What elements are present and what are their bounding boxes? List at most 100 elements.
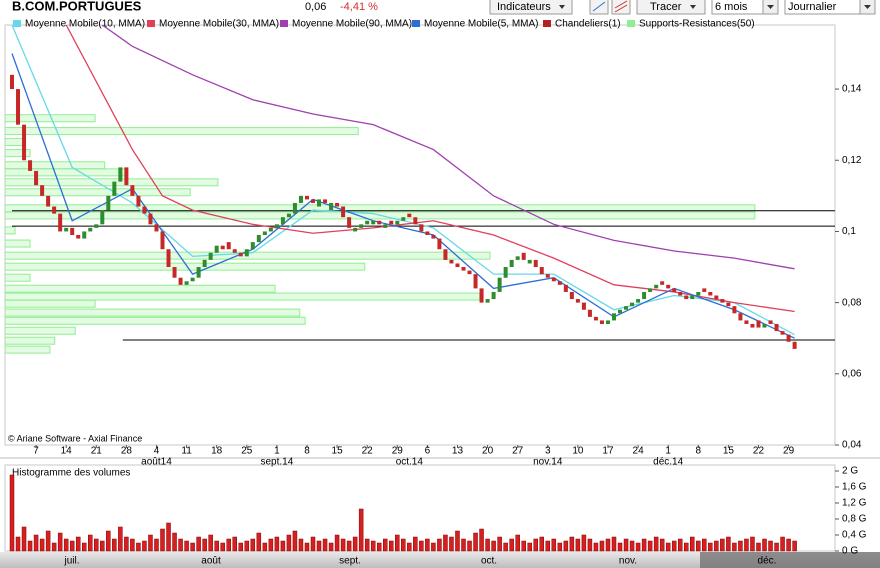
candle <box>666 284 671 289</box>
candle <box>461 267 466 271</box>
interval-select[interactable]: Journalier <box>784 0 876 15</box>
candle <box>509 259 514 268</box>
legend: Moyenne Mobile(10, MMA) Moyenne Mobile(30… <box>13 19 755 30</box>
candle <box>22 124 27 161</box>
x-tick-label: 8 <box>695 446 701 457</box>
x-tick-label: 1 <box>274 446 280 457</box>
month-label: sept.14 <box>260 457 293 468</box>
candle <box>437 238 442 250</box>
y-tick-label: 0,14 <box>842 84 862 95</box>
support-resistance-bar <box>5 336 56 345</box>
candle <box>569 291 574 300</box>
line-tool[interactable] <box>589 0 609 15</box>
draw-button[interactable]: Tracer <box>636 0 706 15</box>
y-tick-label: 0,4 G <box>842 530 867 541</box>
volume-bar <box>539 536 545 552</box>
volume-bar <box>581 534 587 552</box>
candle <box>467 270 472 275</box>
channel-tool[interactable] <box>611 0 631 15</box>
support-resistance-bar <box>5 127 359 136</box>
volume-bar <box>515 534 520 552</box>
volume-bar <box>611 536 617 552</box>
volume-bar <box>21 526 27 552</box>
candle <box>473 274 478 289</box>
candle <box>238 252 243 257</box>
volume-bar <box>304 542 310 552</box>
candle <box>371 220 376 225</box>
volume-bar <box>196 536 201 552</box>
candle <box>774 323 779 332</box>
navigator-label: oct. <box>481 556 497 567</box>
volume-bar <box>166 522 171 552</box>
legend-swatch <box>280 20 288 27</box>
indicators-button[interactable]: Indicateurs <box>489 0 573 15</box>
navigator-window[interactable] <box>700 552 880 568</box>
volume-bar <box>671 540 677 552</box>
candle <box>214 245 219 253</box>
candle <box>690 295 695 300</box>
candle <box>10 74 14 90</box>
volume-bar <box>756 542 761 552</box>
dropdown-arrow <box>864 5 871 9</box>
navigator-label: sept. <box>339 556 361 567</box>
volume-bar <box>509 538 514 552</box>
volume-bar <box>533 538 538 552</box>
volume-bar <box>262 542 268 552</box>
button-label: Indicateurs <box>497 1 551 13</box>
candle <box>148 213 153 225</box>
candle <box>756 320 761 328</box>
x-tick-label: 27 <box>512 446 524 457</box>
candle <box>383 224 388 228</box>
volume-bar <box>124 536 129 552</box>
candle <box>28 160 33 171</box>
candle <box>515 256 520 260</box>
volume-bar <box>467 540 472 552</box>
support-resistance-bar <box>5 284 276 293</box>
navigator-label: nov. <box>619 556 637 567</box>
x-tick-label: 29 <box>392 446 404 457</box>
candle <box>419 224 424 232</box>
candle <box>762 323 767 328</box>
volume-bar <box>491 540 496 552</box>
x-tick-label: 15 <box>723 446 735 457</box>
volume-bar <box>340 538 346 552</box>
x-tick-label: 10 <box>572 446 584 457</box>
volume-bar <box>702 538 707 552</box>
button-frame <box>611 0 631 15</box>
button-frame <box>636 0 706 15</box>
support-resistance-bar <box>5 161 106 170</box>
candle <box>256 235 261 243</box>
volume-bar <box>148 534 153 552</box>
candle <box>455 263 460 268</box>
volume-bar <box>575 538 581 552</box>
dropdown-arrow <box>690 5 696 9</box>
candle <box>708 291 713 296</box>
volume-bar <box>431 542 436 552</box>
y-tick-label: 2 G <box>842 466 858 477</box>
period-select[interactable]: 6 mois <box>711 0 779 15</box>
x-tick-label: 29 <box>783 446 795 457</box>
navigator[interactable] <box>0 552 880 568</box>
x-tick-label: 25 <box>241 446 253 457</box>
volume-bar <box>419 540 424 552</box>
volume-bar <box>238 542 244 552</box>
volume-bar <box>521 540 526 552</box>
volume-plot: Histogramme des volumes 0 G 0,4 G 0,8 G 1,2 … <box>9 466 867 557</box>
volume-bar <box>202 538 207 552</box>
volume-bar <box>587 538 593 552</box>
volume-bar <box>569 536 575 552</box>
volume-bar <box>57 532 63 552</box>
moving-average-line <box>65 25 795 313</box>
volume-bar <box>485 538 490 552</box>
support-resistance-bar <box>5 308 301 317</box>
candle <box>46 195 51 207</box>
volume-bar <box>160 528 165 552</box>
volume-bar <box>69 540 75 552</box>
x-tick-label: 4 <box>154 446 160 457</box>
volume-bar <box>232 536 237 552</box>
volume-bar <box>214 540 219 552</box>
volume-bar <box>714 540 719 552</box>
candle <box>172 267 177 278</box>
volume-bar <box>382 538 388 552</box>
